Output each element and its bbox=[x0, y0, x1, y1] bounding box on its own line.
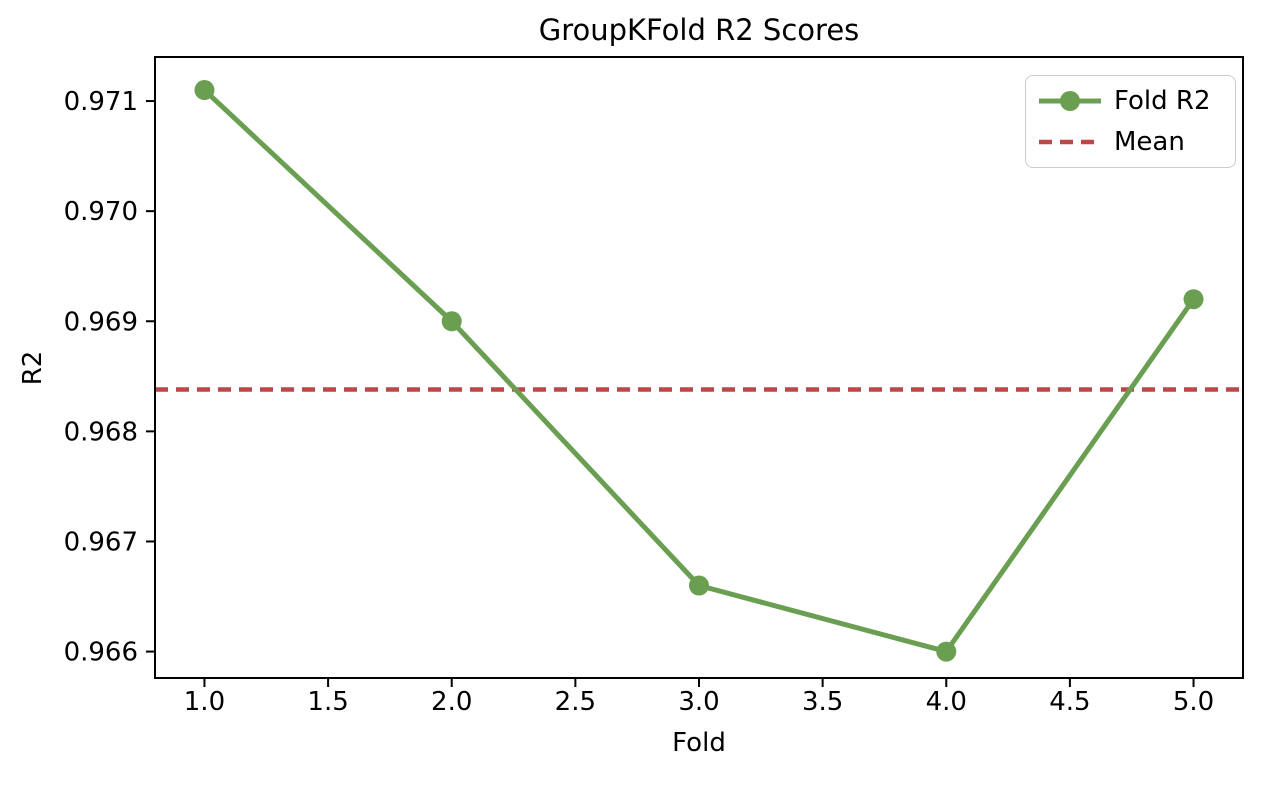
x-tick-label: 3.0 bbox=[678, 687, 719, 717]
y-axis-label: R2 bbox=[18, 350, 48, 386]
y-tick-label: 0.966 bbox=[64, 638, 138, 668]
y-tick-label: 0.968 bbox=[64, 417, 138, 447]
x-tick-label: 2.5 bbox=[555, 687, 596, 717]
y-tick-label: 0.971 bbox=[64, 87, 138, 117]
fold-r2-line-sample-icon bbox=[1039, 91, 1101, 112]
legend-item-mean: Mean bbox=[1039, 127, 1222, 157]
y-tick-label: 0.969 bbox=[64, 307, 138, 337]
fold-r2-line bbox=[201, 87, 1197, 655]
x-tick-label: 5.0 bbox=[1173, 687, 1214, 717]
data-point-fold-5 bbox=[1183, 289, 1204, 310]
x-tick-label: 2.0 bbox=[431, 687, 472, 717]
legend-item-fold-r2: Fold R2 bbox=[1039, 86, 1222, 116]
legend-label-fold-r2: Fold R2 bbox=[1114, 86, 1211, 117]
x-tick-label: 1.5 bbox=[307, 687, 348, 717]
legend-label-mean: Mean bbox=[1114, 126, 1185, 157]
x-tick-label: 1.0 bbox=[184, 687, 225, 717]
y-tick-label: 0.970 bbox=[64, 197, 138, 227]
x-tick-label: 3.5 bbox=[802, 687, 843, 717]
data-point-fold-1 bbox=[194, 80, 215, 101]
data-point-fold-4 bbox=[936, 641, 957, 662]
chart-title: GroupKFold R2 Scores bbox=[538, 13, 860, 47]
y-tick-label: 0.967 bbox=[64, 527, 138, 557]
legend: Fold R2 Mean bbox=[1025, 75, 1236, 168]
mean-dashed-line-sample-icon bbox=[1039, 139, 1101, 144]
x-axis-label: Fold bbox=[672, 728, 726, 758]
x-tick-label: 4.5 bbox=[1049, 687, 1090, 717]
data-point-fold-2 bbox=[441, 311, 462, 332]
data-point-fold-3 bbox=[689, 575, 709, 596]
x-tick-label: 4.0 bbox=[926, 687, 967, 717]
